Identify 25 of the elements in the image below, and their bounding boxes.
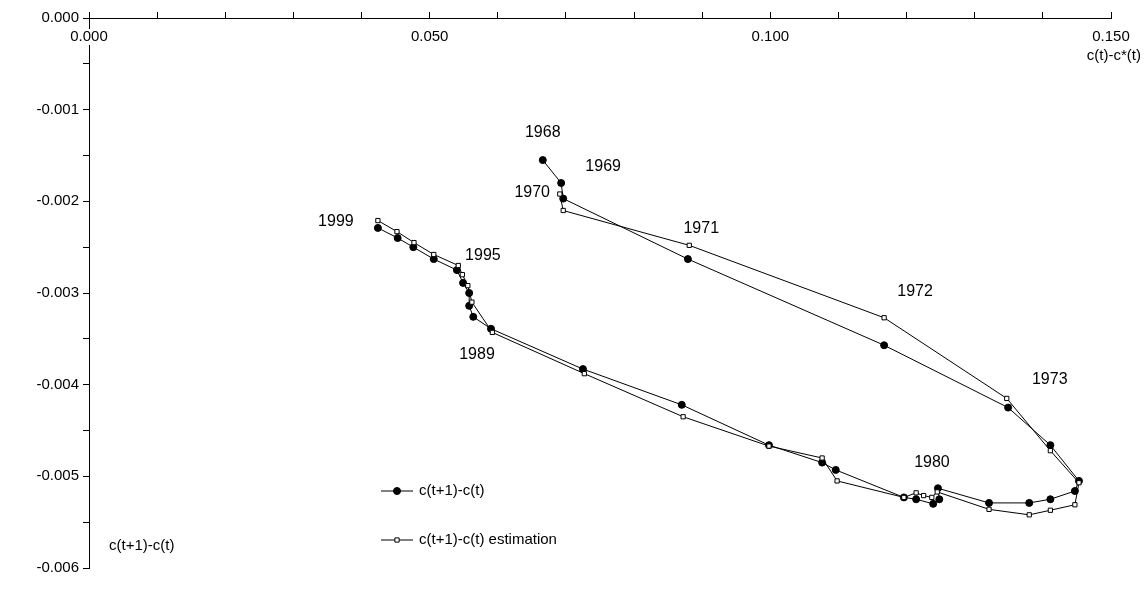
x-tick-label: 0.050 — [410, 27, 449, 45]
annotation: 1969 — [585, 157, 622, 175]
y-tick-label: -0.003 — [36, 283, 79, 301]
legend-label: c(t+1)-c(t) — [419, 481, 485, 499]
y-tick-label: -0.006 — [36, 558, 79, 576]
annotation: 1968 — [524, 123, 561, 141]
y-tick-label: -0.001 — [36, 99, 79, 117]
y-tick-label: 0.000 — [41, 8, 79, 26]
legend-label: c(t+1)-c(t) estimation — [419, 530, 557, 548]
annotation: 1999 — [318, 212, 354, 230]
y-axis-title: c(t+1)-c(t) — [109, 536, 175, 554]
x-tick-label: 0.100 — [751, 27, 790, 45]
x-tick-label: 0.000 — [70, 27, 108, 45]
annotation: 1995 — [465, 246, 501, 264]
x-axis-title: c(t)-c*(t) — [1086, 45, 1141, 63]
annotation: 1989 — [459, 345, 495, 363]
y-tick-label: -0.004 — [36, 374, 79, 392]
annotation: 1971 — [683, 218, 720, 236]
annotation: 1973 — [1031, 369, 1068, 387]
y-tick-label: -0.005 — [36, 466, 79, 484]
annotation: 1970 — [514, 182, 551, 200]
annotation: 1972 — [897, 282, 934, 300]
x-tick-label: 0.150 — [1092, 27, 1130, 45]
annotation: 1980 — [914, 452, 950, 470]
y-tick-label: -0.002 — [36, 191, 79, 209]
